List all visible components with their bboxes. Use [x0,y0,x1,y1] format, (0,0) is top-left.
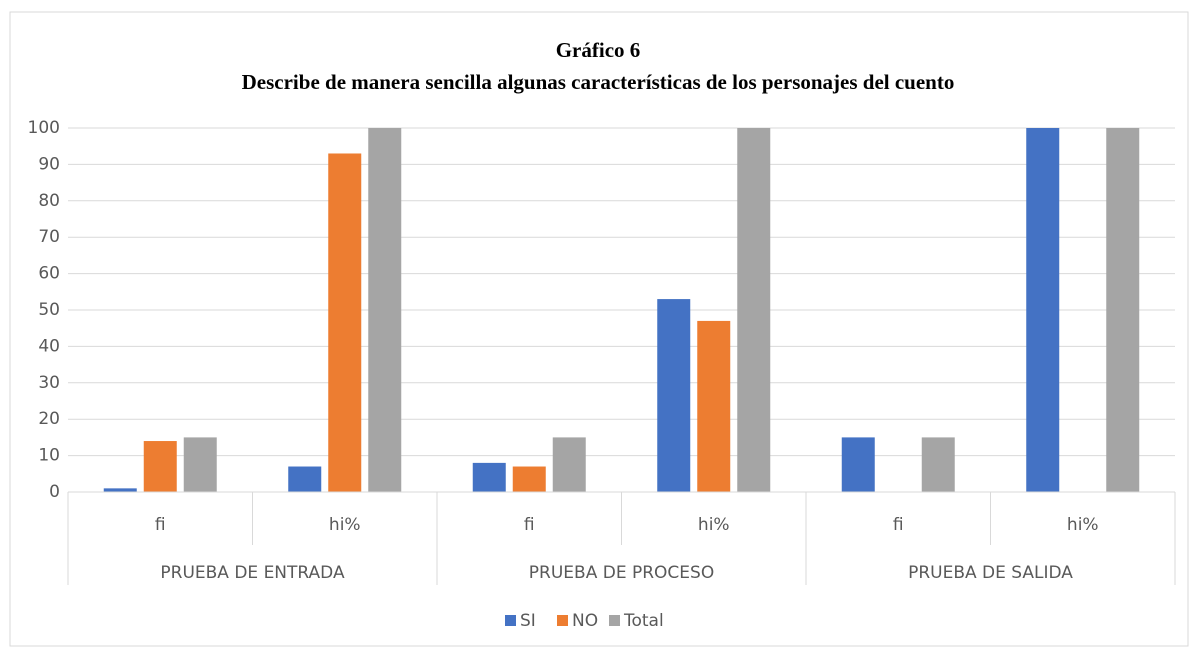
group-label: PRUEBA DE SALIDA [908,563,1073,583]
y-tick-label: 50 [38,300,60,320]
group-label: PRUEBA DE PROCESO [529,563,714,583]
bar [841,437,875,492]
bar [183,437,217,492]
bar [737,128,771,492]
bar [368,128,402,492]
legend-swatch [609,615,620,626]
y-tick-label: 90 [38,154,60,174]
x-tick-label: fi [893,515,904,535]
x-tick-label: fi [524,515,535,535]
y-tick-label: 10 [38,446,60,466]
legend-swatch [557,615,568,626]
bar [328,153,362,493]
group-label: PRUEBA DE ENTRADA [160,563,345,583]
y-tick-label: 20 [38,409,60,429]
y-tick-label: 70 [38,227,60,247]
x-tick-label: hi% [1067,515,1099,535]
bar [1106,128,1140,492]
y-tick-label: 40 [38,336,60,356]
bar [143,441,177,492]
y-tick-label: 30 [38,373,60,393]
y-tick-label: 80 [38,191,60,211]
bar [1026,128,1060,492]
y-tick-label: 60 [38,264,60,284]
x-tick-label: hi% [698,515,730,535]
bar [512,466,546,492]
bar [921,437,955,492]
bar [472,462,506,492]
y-tick-label: 100 [28,118,60,138]
legend-label: Total [623,611,664,631]
legend-label: SI [520,611,536,631]
bar [697,320,731,492]
bar [552,437,586,492]
x-tick-label: fi [155,515,166,535]
bar [657,299,691,492]
chart-subtitle: Describe de manera sencilla algunas cara… [242,70,955,94]
chart-title: Gráfico 6 [556,38,641,62]
x-tick-label: hi% [329,515,361,535]
chart-border [9,11,1189,647]
bar [288,466,322,492]
bar [103,488,137,492]
legend-label: NO [572,611,598,631]
y-tick-label: 0 [49,482,60,502]
legend-swatch [505,615,516,626]
